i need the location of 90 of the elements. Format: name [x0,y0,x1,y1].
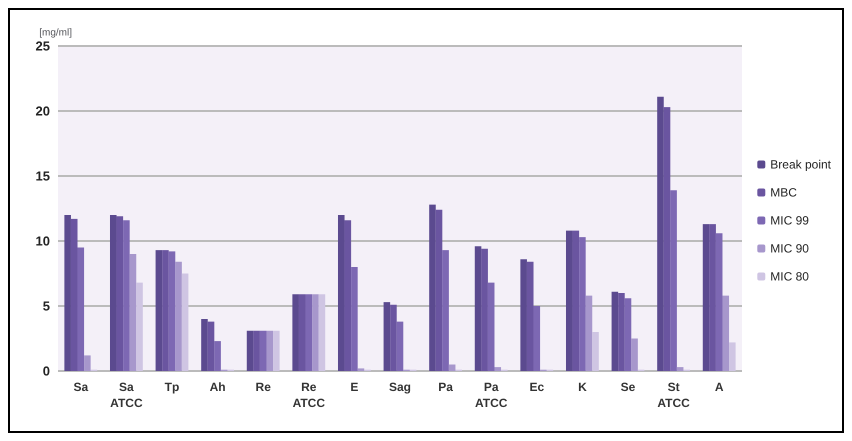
bar [318,294,326,371]
bar [657,96,664,371]
x-tick-label: Pa ATCC [474,380,508,410]
y-tick-label: 10 [36,234,50,248]
bar [292,294,299,371]
bar [266,330,274,371]
bar [273,330,280,371]
bar [116,216,124,371]
y-axis-title: [mg/ml] [39,28,72,38]
x-tick-label: Ec [529,380,544,394]
bar [442,250,449,371]
x-tick-label: Sag [388,380,412,394]
bar [429,204,436,371]
bar [246,330,254,371]
x-tick-label: Sa [73,380,88,394]
bar [162,250,169,371]
legend-label: Break point [770,158,832,172]
y-tick-label: 0 [42,364,50,378]
bar [722,296,730,371]
bar [110,215,117,371]
bar [618,293,625,371]
bar [572,230,580,371]
x-tick-label: Sa ATCC [110,380,143,410]
bar [586,296,592,371]
bar [664,107,670,371]
x-tick-label: Se [620,380,636,394]
bar [253,330,260,371]
bar [520,259,527,371]
bar [481,248,488,371]
y-tick-label: 5 [42,298,50,314]
bar [130,254,136,371]
bar [260,330,266,371]
bar [676,367,684,371]
legend-label: MBC [770,186,798,200]
bar [612,292,618,371]
bar [344,220,352,371]
y-tick-label: 20 [36,104,50,118]
bar [716,233,722,371]
bar [338,215,345,371]
bar [84,355,91,371]
legend-label: MIC 80 [770,270,810,284]
bar [670,190,677,371]
bar [384,302,390,371]
x-tick-label: St ATCC [657,380,690,410]
bar [566,230,573,371]
bar [702,224,710,371]
x-tick-label: Tp [164,380,180,394]
x-tick-label: A [714,380,724,394]
bar [208,322,214,371]
y-tick-label: 25 [36,38,50,54]
y-tick-label: 15 [36,168,50,184]
bar [526,262,534,371]
bar [156,250,162,371]
x-tick-label: Re [256,380,272,394]
bar [436,210,442,371]
bar [390,304,397,371]
bar [351,267,358,371]
bar [306,294,312,371]
bar [201,319,208,371]
bar [182,274,188,371]
bar [175,262,182,371]
bar [136,282,143,371]
x-tick-label: K [578,380,588,394]
bar [312,294,319,371]
bar [494,367,502,371]
bar [123,220,130,371]
legend-label: MIC 90 [770,242,810,256]
bar [729,342,736,371]
bar [78,248,84,371]
bar [534,306,540,371]
x-tick-label: Pa [438,380,454,394]
bar [474,246,482,371]
bar [592,332,599,371]
bar [624,298,632,371]
x-tick-label: Ah [210,380,226,394]
legend-label: MIC 99 [770,214,810,228]
bar [168,251,176,371]
bar [70,218,78,371]
x-tick-label: Re ATCC [292,380,326,410]
bar [709,224,716,371]
bar [64,215,71,371]
bar [396,322,404,371]
x-tick-label: E [350,380,358,394]
bar [488,282,494,371]
bar [448,364,456,371]
bar [631,338,638,371]
bar [298,294,306,371]
bar [214,341,221,371]
bar [358,368,364,371]
bar [579,237,586,371]
